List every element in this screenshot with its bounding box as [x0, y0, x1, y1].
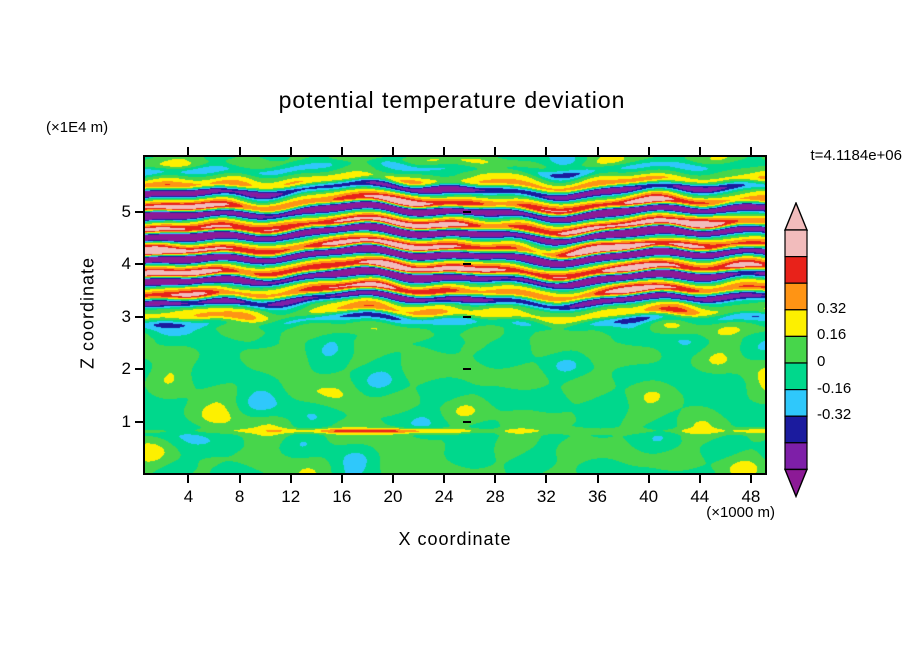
x-tick-mark-top: [698, 147, 701, 155]
z-tick-label: 5: [121, 201, 131, 221]
x-tick-label: 48: [741, 487, 761, 506]
colorbar-band: [784, 442, 808, 471]
x-tick-mark-top: [545, 147, 548, 155]
x-tick-mark-bottom: [392, 475, 394, 483]
colorbar-band: [784, 309, 808, 338]
z-tick-mark-right: [463, 315, 471, 318]
colorbar-tick-label: -0.16: [817, 380, 852, 397]
z-tick-mark-left: [135, 420, 143, 423]
z-tick-mark-left: [135, 210, 143, 213]
z-tick-mark-right: [463, 263, 471, 266]
x-tick-mark-bottom: [545, 475, 548, 483]
x-tick-label: 12: [281, 487, 301, 506]
x-tick-mark-top: [647, 147, 650, 155]
z-axis-unit: (×1E4 m): [46, 119, 109, 136]
colorbar-band: [784, 415, 808, 444]
x-tick-mark-bottom: [289, 475, 292, 483]
x-tick-mark-top: [749, 147, 752, 155]
x-axis-unit: (×1000 m): [706, 504, 775, 521]
x-tick-mark-top: [443, 147, 446, 155]
x-tick-label: 4: [183, 487, 194, 506]
colorbar-band: [784, 389, 808, 417]
x-tick-label: 40: [639, 487, 659, 506]
x-tick-mark-top: [340, 147, 343, 155]
x-tick-label: 28: [485, 487, 505, 506]
x-tick-label: 8: [234, 487, 245, 506]
x-tick-mark-bottom: [494, 475, 497, 483]
x-tick-mark-top: [289, 147, 292, 155]
x-tick-mark-bottom: [698, 475, 701, 483]
x-axis-label: X coordinate: [398, 529, 512, 549]
colorbar-tick-label: 0.16: [817, 326, 847, 343]
x-tick-label: 36: [588, 487, 607, 506]
z-tick-mark-left: [135, 315, 143, 318]
colorbar-band: [784, 335, 808, 364]
x-tick-mark-top: [596, 147, 599, 155]
z-tick-mark-right: [463, 368, 471, 371]
x-tick-mark-top: [238, 147, 241, 155]
z-tick-label: 4: [121, 254, 131, 274]
colorbar: [783, 202, 809, 498]
x-tick-mark-bottom: [596, 475, 599, 483]
colorbar-arrow-bottom: [783, 468, 809, 498]
colorbar-tick-label: -0.32: [817, 406, 852, 423]
x-tick-label: 24: [434, 487, 454, 506]
colorbar-tick-label: 0.32: [817, 300, 847, 317]
x-tick-mark-bottom: [647, 475, 650, 483]
x-tick-mark-bottom: [238, 475, 241, 483]
x-tick-mark-bottom: [340, 475, 343, 483]
colorbar-tick-label: 0: [817, 353, 826, 370]
x-tick-mark-top: [392, 147, 394, 155]
time-annotation: t=4.1184e+06: [810, 147, 902, 164]
colorbar-band: [784, 229, 808, 258]
colorbar-arrow-top: [783, 202, 809, 231]
x-tick-label: 44: [690, 487, 710, 506]
x-tick-label: 16: [332, 487, 352, 506]
colorbar-band: [784, 255, 808, 284]
z-tick-label: 3: [121, 306, 131, 326]
x-tick-mark-bottom: [749, 475, 752, 483]
z-tick-mark-right: [463, 210, 471, 213]
colorbar-band: [784, 362, 808, 391]
z-tick-mark-right: [463, 420, 471, 423]
z-tick-label: 1: [121, 411, 131, 431]
chart-title: potential temperature deviation: [278, 87, 626, 113]
z-tick-mark-left: [135, 368, 143, 371]
z-tick-mark-left: [135, 263, 143, 266]
x-tick-mark-bottom: [187, 475, 190, 483]
x-tick-mark-bottom: [443, 475, 446, 483]
x-tick-label: 20: [383, 487, 403, 506]
x-tick-mark-top: [494, 147, 497, 155]
x-tick-mark-top: [187, 147, 190, 155]
x-tick-label: 32: [536, 487, 556, 506]
contour-field: [145, 157, 765, 473]
plot-frame: X coordinate (×1000 m) 4 8 12 16 20 24 28 32 36 4…: [122, 147, 775, 549]
z-tick-label: 2: [121, 359, 131, 379]
colorbar-band: [784, 282, 808, 311]
